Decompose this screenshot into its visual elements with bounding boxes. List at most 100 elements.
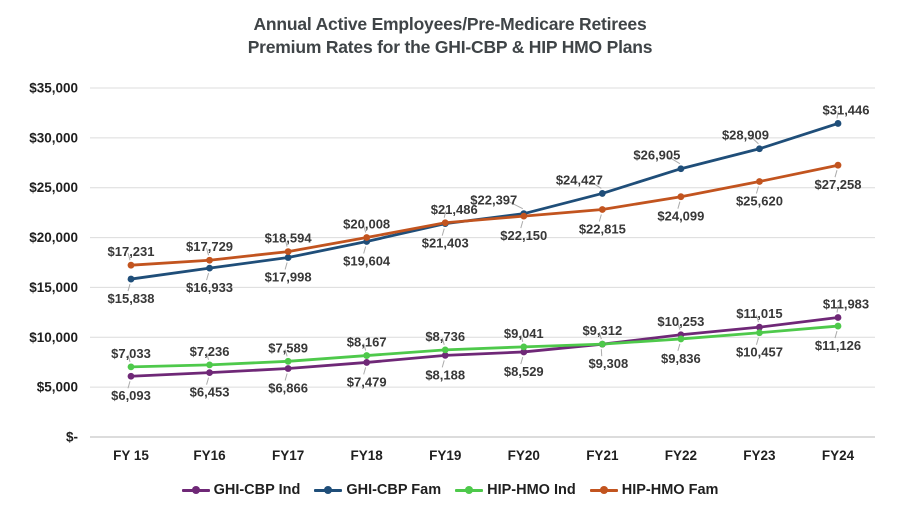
data-point	[284, 357, 292, 365]
data-point	[598, 206, 606, 213]
y-axis-tick-label: $30,000	[29, 130, 78, 145]
y-axis-tick-label: $5,000	[37, 380, 78, 395]
label-leader-line	[834, 170, 838, 178]
y-axis-tick-label: $25,000	[29, 180, 78, 195]
data-point	[363, 234, 371, 241]
series-line-hip-hmo-fam	[129, 163, 840, 267]
data-point	[441, 351, 449, 359]
y-axis-tick-label: $20,000	[29, 230, 78, 245]
data-point	[206, 369, 213, 377]
data-label: $6,866	[268, 381, 308, 396]
data-point	[756, 145, 763, 153]
label-leader-line	[206, 377, 210, 385]
x-axis-tick-label: FY 15	[113, 448, 149, 463]
data-label: $9,836	[661, 351, 701, 366]
data-label: $8,736	[425, 329, 465, 344]
data-label: $10,253	[657, 314, 704, 329]
y-axis-tick-label: $35,000	[29, 81, 78, 96]
x-axis-tick-label: FY16	[193, 448, 226, 463]
data-point	[598, 190, 606, 197]
chart-legend: GHI-CBP Ind GHI-CBP Fam HIP-HMO Ind HIP-HMO…	[0, 482, 900, 498]
data-point	[127, 261, 135, 269]
label-leader-line	[589, 181, 602, 189]
label-leader-line	[363, 246, 367, 254]
data-label: $17,231	[108, 244, 155, 259]
legend-item-ghi-cbp-fam: GHI-CBP Fam	[314, 482, 441, 498]
data-label: $25,620	[736, 194, 783, 209]
label-leader-line	[755, 337, 759, 345]
data-point	[834, 161, 842, 169]
data-label: $28,909	[722, 128, 769, 143]
chart-title-line2: Premium Rates for the GHI-CBP & HIP HMO …	[247, 37, 653, 57]
label-leader-line	[127, 253, 131, 261]
data-label: $24,099	[657, 209, 704, 224]
data-label: $6,453	[190, 385, 230, 400]
data-label: $20,008	[343, 216, 390, 231]
data-label: $8,188	[425, 367, 465, 382]
label-leader-line	[284, 373, 288, 381]
label-leader-line	[508, 201, 524, 210]
legend-label-ghi-cbp-fam: GHI-CBP Fam	[346, 482, 442, 498]
x-axis-tick-label: FY19	[429, 448, 461, 463]
data-point	[363, 359, 371, 366]
label-leader-line	[520, 334, 524, 342]
data-label: $11,126	[815, 338, 861, 353]
data-point	[127, 275, 135, 283]
data-point	[756, 329, 763, 337]
data-point	[284, 248, 292, 255]
label-leader-line	[755, 315, 759, 323]
label-leader-line	[834, 330, 838, 339]
label-leader-line	[443, 210, 447, 218]
x-axis-tick-label: FY22	[665, 448, 697, 463]
data-label: $21,486	[431, 202, 478, 217]
y-axis-tick-label: $-	[66, 430, 78, 445]
label-leader-line	[836, 111, 839, 119]
label-leader-line	[836, 305, 839, 313]
label-leader-line	[441, 228, 445, 236]
data-point	[441, 346, 449, 354]
data-label: $6,093	[111, 388, 151, 403]
data-label: $31,446	[823, 102, 870, 117]
data-point	[284, 254, 292, 261]
data-label: $22,150	[500, 228, 547, 243]
label-leader-line	[441, 360, 445, 368]
label-leader-line	[127, 381, 131, 389]
data-label: $8,167	[347, 335, 387, 350]
data-point	[127, 372, 135, 380]
label-leader-line	[363, 343, 367, 351]
data-label: $17,998	[265, 270, 312, 285]
label-leader-line	[677, 343, 681, 352]
data-point	[677, 165, 685, 173]
label-leader-line	[284, 239, 288, 247]
legend-label-hip-hmo-ind: HIP-HMO Ind	[487, 482, 576, 498]
series-line-hip-hmo-ind	[129, 324, 840, 369]
data-label: $22,815	[579, 222, 626, 237]
label-leader-line	[127, 354, 131, 363]
data-label: $26,905	[633, 148, 680, 163]
data-point	[441, 219, 449, 227]
label-leader-line	[127, 283, 131, 292]
data-label: $16,933	[186, 280, 233, 295]
series-line-ghi-cbp-ind	[129, 316, 840, 378]
x-axis-tick-label: FY18	[351, 448, 384, 463]
legend-line-dot-marker	[589, 486, 618, 495]
data-label: $7,033	[111, 346, 151, 361]
label-leader-line	[677, 322, 681, 330]
data-label: $27,258	[815, 177, 862, 192]
data-point	[520, 343, 528, 351]
data-point	[520, 212, 528, 220]
x-axis-tick-label: FY21	[586, 448, 619, 463]
data-label: $9,041	[504, 326, 544, 341]
legend-item-hip-hmo-fam: HIP-HMO Fam	[589, 482, 718, 498]
data-label: $7,479	[347, 374, 387, 389]
label-leader-line	[206, 248, 210, 256]
data-point	[206, 264, 213, 272]
data-label: $10,457	[736, 345, 783, 360]
x-axis-tick-label: FY24	[822, 448, 855, 463]
data-label: $21,403	[422, 236, 469, 251]
data-point	[834, 314, 842, 321]
legend-item-ghi-cbp-ind: GHI-CBP Ind	[181, 482, 300, 498]
data-label: $15,838	[108, 291, 155, 306]
